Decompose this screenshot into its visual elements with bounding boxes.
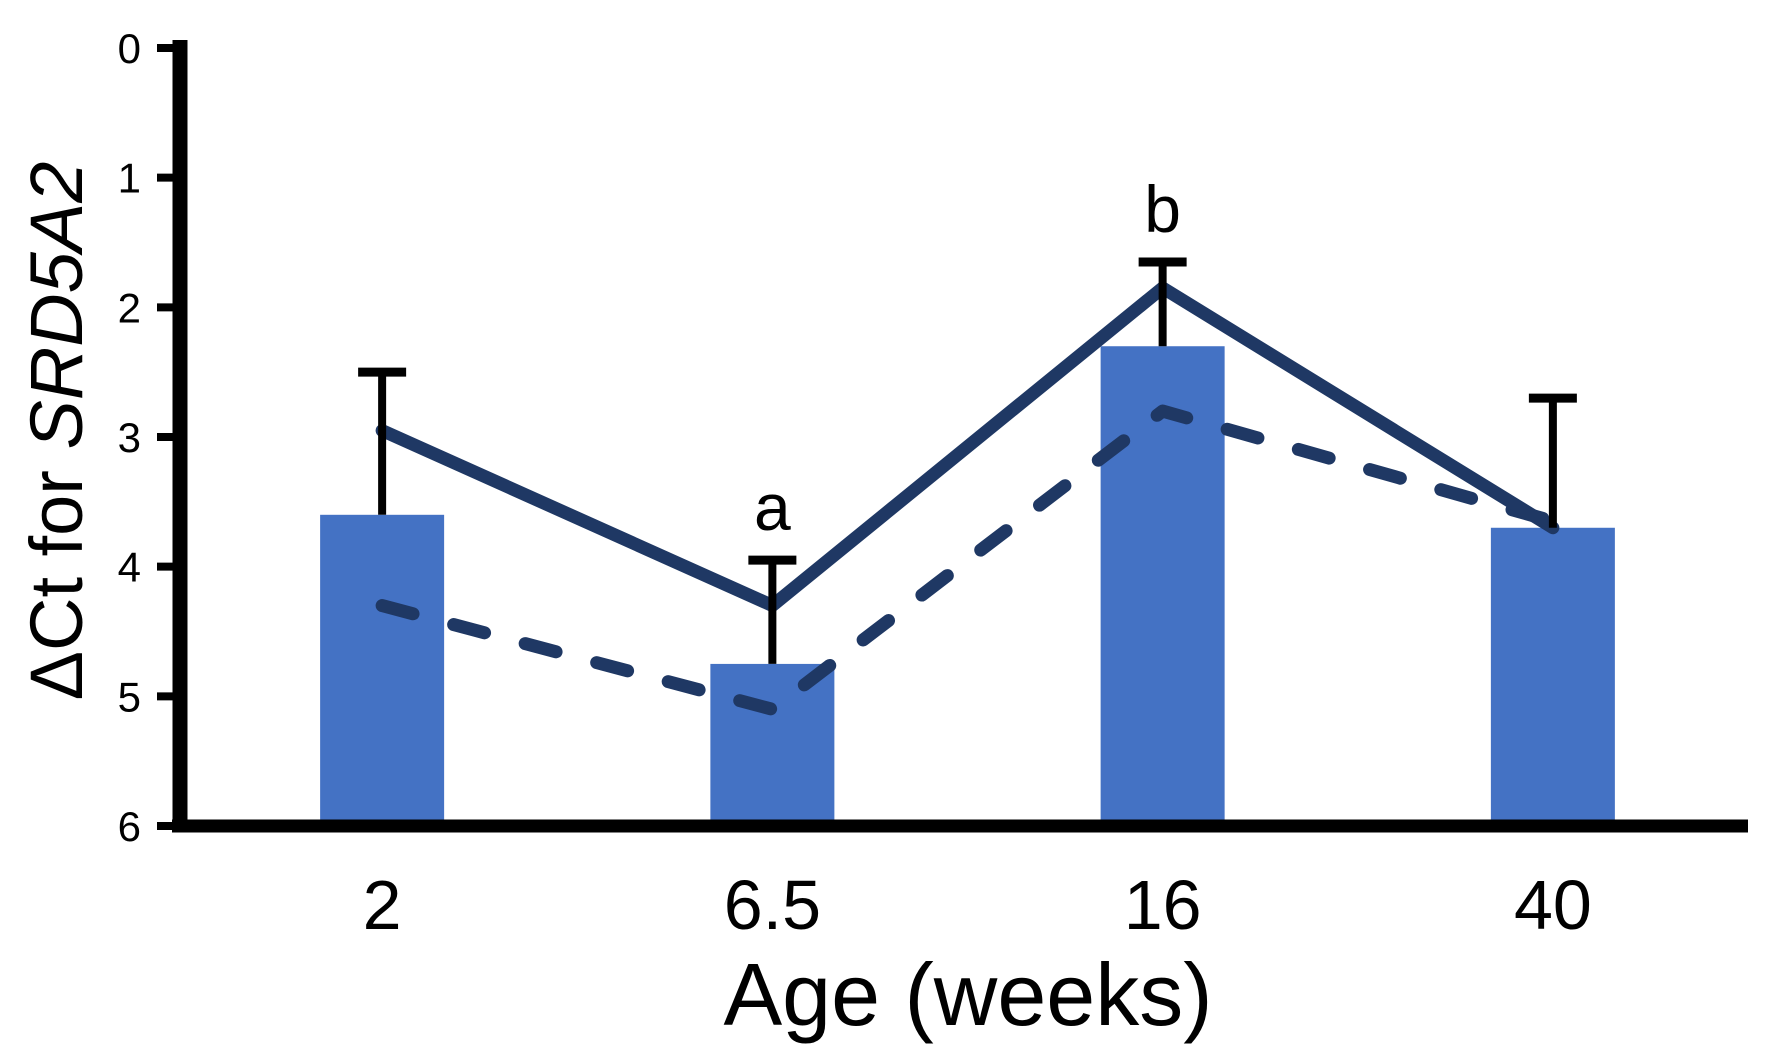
bar-6.5-weeks (710, 663, 835, 826)
x-tick-label-40: 40 (1514, 866, 1592, 944)
y-axis-title: ΔCt for SRD5A2 (15, 162, 98, 701)
y-tick-label-1: 1 (118, 155, 141, 202)
y-tick-label-2: 2 (118, 284, 141, 331)
solid-line-series (375, 281, 1560, 613)
x-tick-label-16: 16 (1124, 866, 1202, 944)
y-tick-label-5: 5 (118, 673, 141, 720)
x-tick-label-2: 2 (363, 866, 402, 944)
x-tick-label-6.5: 6.5 (724, 866, 821, 944)
y-axis-title-gene-italic: SRD5A2 (15, 161, 98, 450)
y-axis-title-prefix: ΔCt for (15, 449, 98, 701)
dashed-line-series (375, 404, 1560, 716)
y-tick-label-3: 3 (118, 414, 141, 461)
bar-16-weeks (1100, 346, 1225, 826)
y-tick-label-0: 0 (118, 25, 141, 72)
y-tick-label-6: 6 (118, 803, 141, 850)
significance-letter-b: b (1144, 172, 1181, 246)
y-tick-label-4: 4 (118, 544, 141, 591)
bar-2-weeks (320, 514, 445, 826)
significance-letter-a: a (754, 470, 791, 544)
x-axis-title: Age (weeks) (723, 945, 1213, 1044)
bar-40-weeks (1490, 527, 1615, 826)
